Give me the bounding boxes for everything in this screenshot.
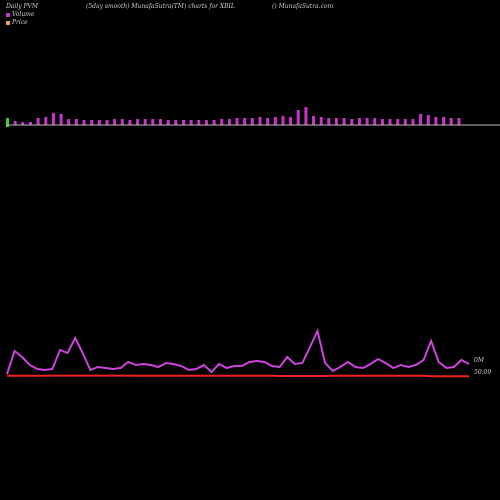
volume-bar (82, 120, 86, 125)
volume-bar (29, 122, 32, 125)
legend-price-label: Price (12, 19, 28, 26)
volume-bar (388, 119, 392, 125)
chart-header-title: (5day smooth) MunafaSutra(TM) charts for… (86, 3, 235, 10)
chart-header-source: () MunafaSutra.com (272, 3, 334, 10)
volume-bar (143, 119, 147, 125)
volume-bar (281, 116, 285, 125)
volume-bar (151, 119, 155, 125)
volume-bar (189, 120, 193, 125)
volume-bar (434, 117, 438, 125)
volume-bar (304, 107, 308, 125)
volume-bars (6, 107, 461, 127)
volume-bar (457, 118, 461, 125)
volume-bar (273, 117, 277, 125)
volume-bar (120, 119, 124, 125)
volume-bar (36, 118, 40, 125)
volume-bar (419, 114, 423, 125)
volume-bar (350, 119, 354, 125)
volume-bar (266, 118, 270, 125)
volume-bar (319, 117, 323, 125)
volume-bar (380, 119, 384, 125)
volume-bar (13, 121, 17, 125)
volume-bar (227, 119, 231, 125)
volume-bar (411, 119, 415, 125)
volume-bar (289, 117, 293, 125)
price-last-label: 50.09 (474, 369, 491, 376)
volume-bar (90, 120, 94, 125)
pvm-last-label: 0M (474, 357, 485, 364)
legend-price: Price (6, 19, 28, 26)
volume-bar (442, 117, 446, 125)
volume-bar-down (6, 125, 9, 127)
volume-bar (74, 119, 78, 125)
volume-bar (105, 120, 109, 125)
volume-bar (212, 120, 216, 125)
volume-bar (258, 117, 262, 125)
volume-bar (327, 118, 331, 125)
volume-bar (113, 119, 117, 125)
volume-bar (159, 119, 162, 125)
volume-bar (128, 120, 132, 125)
volume-bar (373, 118, 377, 125)
volume-bar (243, 118, 247, 125)
price-line (7, 374, 469, 378)
volume-bar (357, 118, 361, 125)
volume-bar (97, 120, 101, 125)
volume-bar (396, 119, 400, 125)
volume-bar (67, 119, 71, 125)
chart-header-left: Daily PVM (6, 3, 39, 10)
volume-bar (365, 118, 369, 125)
volume-bar (312, 116, 315, 125)
legend-volume: Volume (6, 11, 34, 18)
volume-bar (44, 117, 48, 125)
volume-bar (21, 122, 25, 125)
volume-bar (59, 114, 63, 125)
volume-bar (220, 119, 224, 125)
volume-bar (334, 118, 338, 125)
legend-volume-label: Volume (12, 11, 35, 18)
volume-bar (174, 120, 178, 125)
volume-bar (197, 120, 201, 125)
volume-bar (6, 118, 9, 125)
volume-bar (204, 120, 208, 125)
volume-bar (426, 115, 430, 125)
volume-bar (296, 110, 300, 125)
legend-price-swatch (6, 20, 10, 25)
volume-bar (449, 118, 453, 125)
volume-bar (342, 118, 346, 125)
volume-bar (182, 120, 185, 125)
pvm-line (6, 327, 470, 375)
volume-bar (235, 118, 239, 125)
volume-bar (166, 120, 170, 125)
volume-bar (250, 118, 254, 125)
legend-volume-swatch (6, 12, 10, 17)
volume-bar (51, 113, 55, 125)
volume-bar (136, 119, 140, 125)
volume-bar (403, 119, 407, 125)
